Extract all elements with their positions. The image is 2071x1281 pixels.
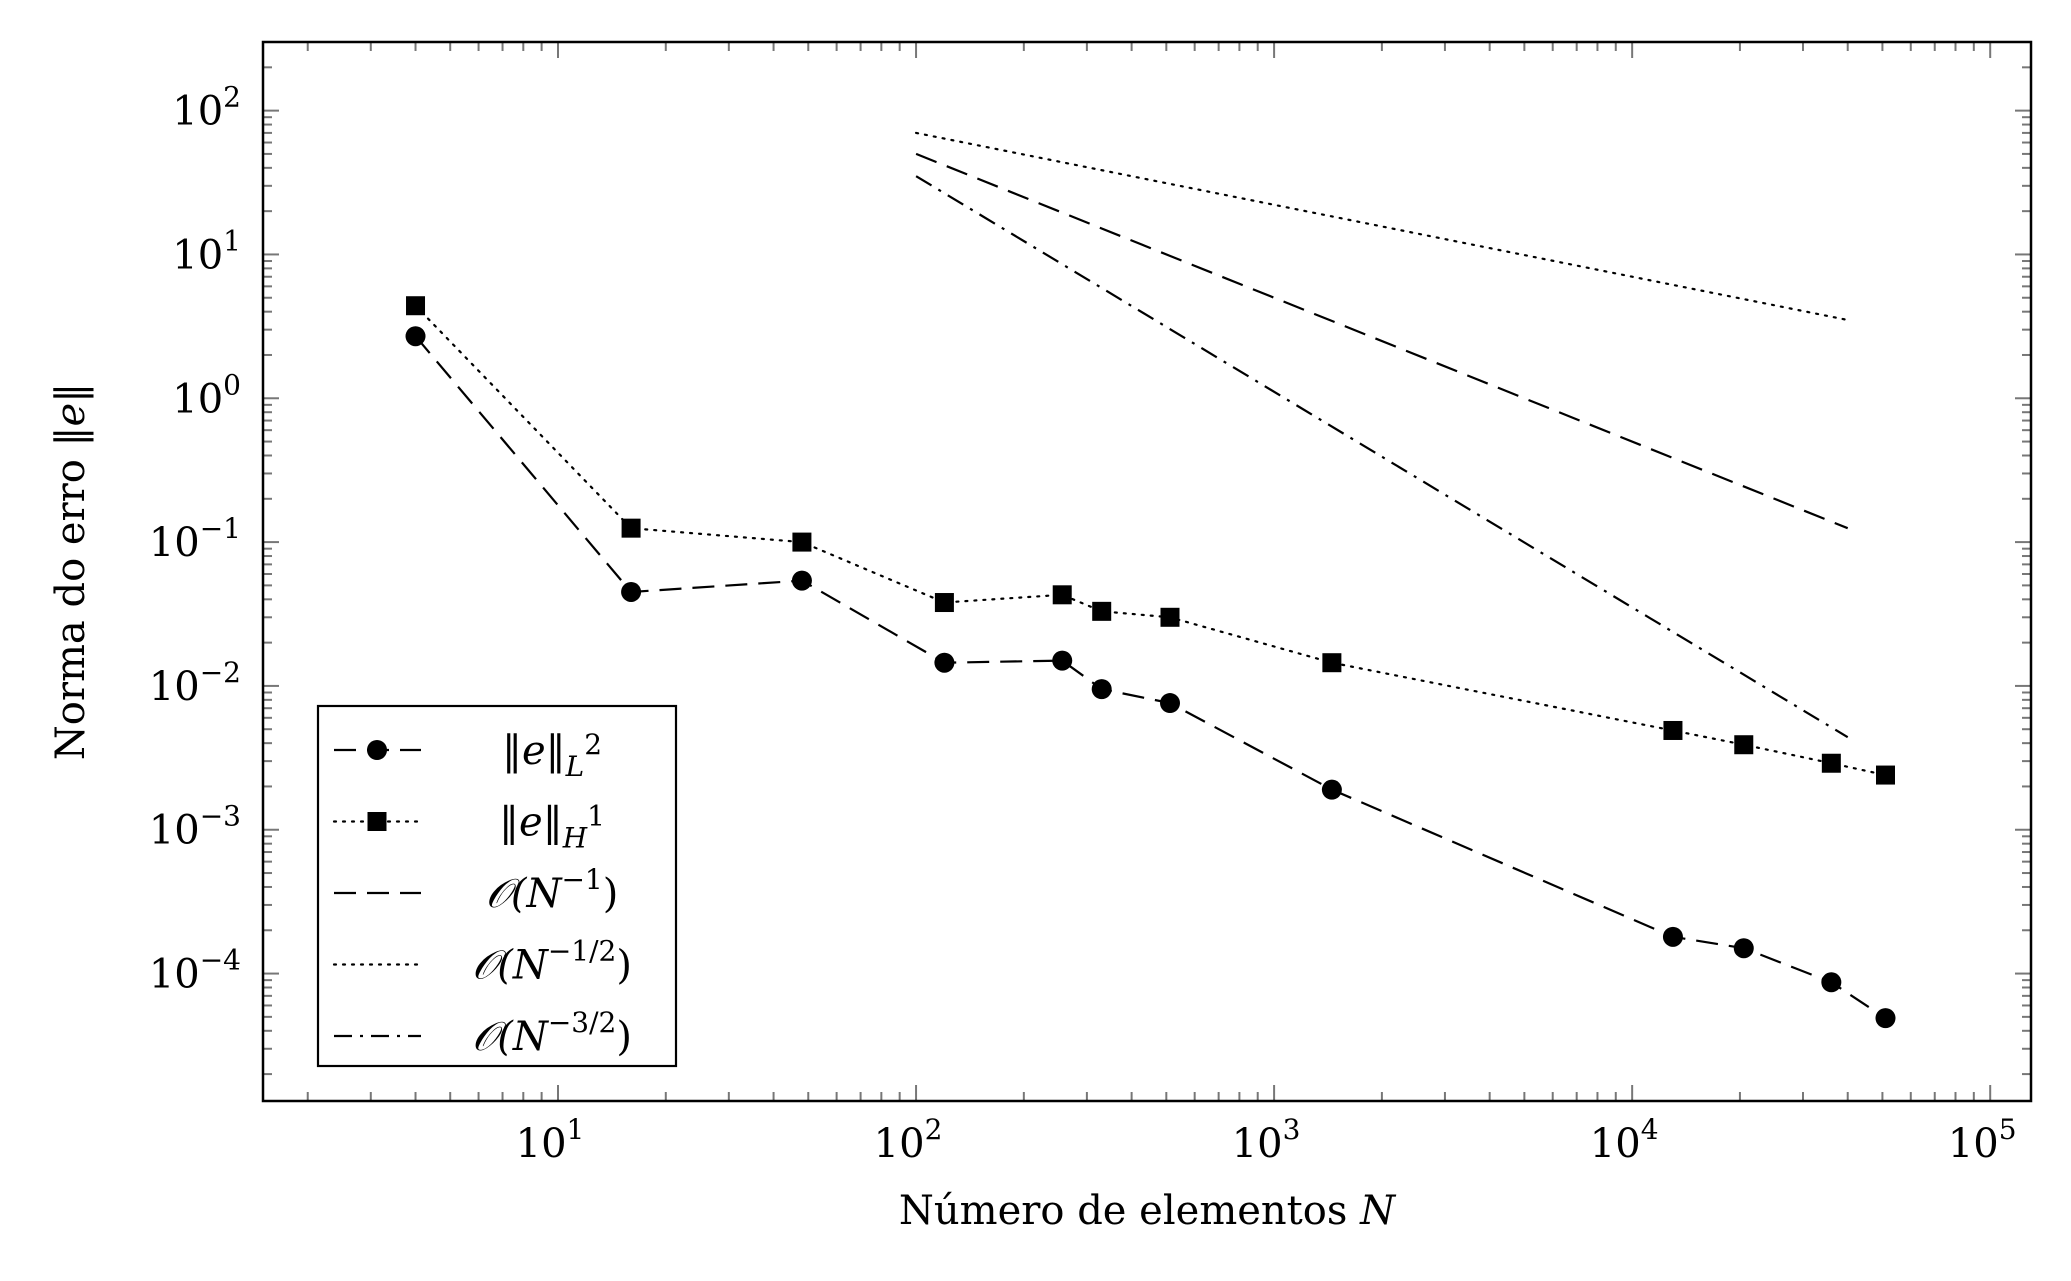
- data-point: [1091, 679, 1112, 700]
- series-group: [405, 131, 1896, 1029]
- x-tick-label: 104: [1590, 1113, 1659, 1167]
- data-point: [1160, 607, 1180, 627]
- series-line: [914, 131, 1849, 322]
- legend-marker: [367, 740, 387, 760]
- x-axis-title: Número de elementos N: [899, 1188, 1397, 1234]
- series-line: [915, 152, 1849, 530]
- y-tick-label: 10−1: [149, 512, 241, 566]
- legend-label: 𝒪(N−1/2): [472, 935, 632, 989]
- plot-frame: [261, 40, 2033, 1103]
- data-point: [1092, 601, 1112, 621]
- data-point: [1052, 585, 1072, 605]
- data-point: [1321, 779, 1342, 800]
- legend-entry: 𝒪(N−1): [334, 863, 618, 917]
- series-line: [414, 335, 1887, 1020]
- data-point: [1663, 720, 1683, 740]
- data-point: [621, 581, 642, 602]
- data-point: [1160, 693, 1181, 714]
- legend-label: ‖e‖L2: [502, 728, 602, 783]
- data-point: [1734, 735, 1754, 755]
- series-1: [405, 326, 1896, 1029]
- data-point: [934, 652, 955, 673]
- data-point: [792, 532, 812, 552]
- legend-entry: ‖e‖L2: [334, 728, 602, 783]
- x-tick-label: 103: [1232, 1113, 1301, 1167]
- data-point: [791, 570, 812, 591]
- y-tick-label: 101: [172, 224, 241, 278]
- legend-label: 𝒪(N−3/2): [472, 1006, 632, 1060]
- data-point: [621, 518, 641, 538]
- series-4: [914, 131, 1849, 322]
- legend-box: [316, 704, 678, 1068]
- series-3: [915, 152, 1849, 530]
- legend-entry: ‖e‖H1: [332, 800, 605, 855]
- legend-label: ‖e‖H1: [499, 800, 605, 855]
- data-point: [1875, 1008, 1896, 1029]
- data-point: [1821, 972, 1842, 993]
- legend-marker: [367, 812, 387, 831]
- legend-entry: 𝒪(N−3/2): [334, 1006, 632, 1060]
- y-tick-label: 100: [172, 368, 241, 422]
- y-axis-title: Norma do erro ‖e‖: [48, 383, 94, 760]
- legend-entry: 𝒪(N−1/2): [332, 935, 632, 989]
- axes-group: 101 102 103 104 105 102 101 100 10−1 10−2 10−3 10−4…: [48, 40, 2033, 1234]
- data-point: [1322, 653, 1342, 673]
- x-tick-label: 101: [516, 1113, 585, 1167]
- data-point: [406, 296, 426, 316]
- y-tick-label: 10−3: [149, 800, 241, 854]
- legend-label: 𝒪(N−1): [486, 863, 619, 917]
- data-point: [1821, 753, 1841, 773]
- data-point: [1662, 926, 1683, 947]
- y-tick-label: 102: [172, 81, 241, 135]
- series-line: [414, 304, 1887, 777]
- data-point: [934, 593, 954, 613]
- legend-group: ‖e‖L2 ‖e‖H1 𝒪(N−1) 𝒪(N−1/2) 𝒪(N−3/2): [316, 704, 678, 1068]
- x-tick-label: 105: [1948, 1113, 2017, 1167]
- x-tick-label: 102: [874, 1113, 943, 1167]
- minor-ticks-group: [263, 41, 2031, 1101]
- data-point: [1875, 765, 1895, 785]
- y-tick-label: 10−2: [149, 656, 241, 710]
- data-point: [405, 326, 426, 347]
- series-2: [406, 296, 1895, 785]
- data-point: [1052, 650, 1073, 671]
- y-tick-label: 10−4: [149, 944, 241, 998]
- data-point: [1733, 938, 1754, 959]
